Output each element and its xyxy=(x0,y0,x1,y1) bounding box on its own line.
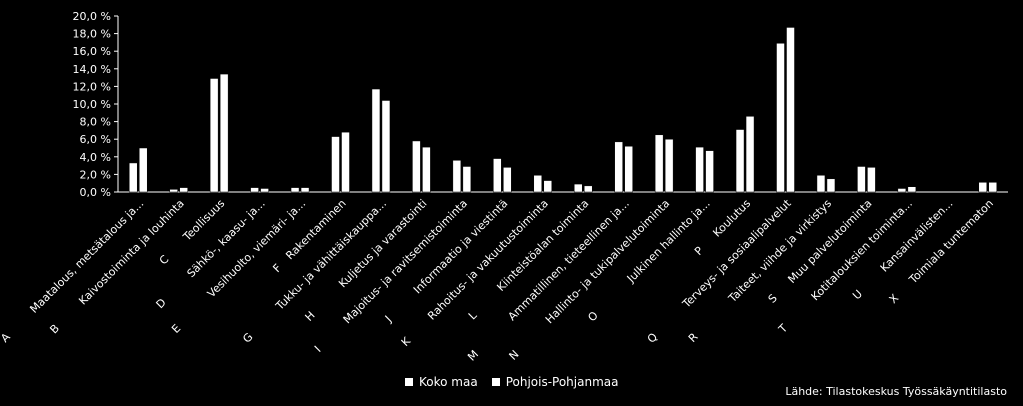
bar-p-koko-maa xyxy=(735,129,745,193)
bar-r-pohjois-pohjanmaa xyxy=(826,178,836,193)
bar-n-koko-maa xyxy=(654,134,664,193)
bar-k-pohjois-pohjanmaa xyxy=(543,180,553,193)
legend: Koko maa Pohjois-Pohjanmaa xyxy=(405,375,618,389)
bar-a-koko-maa xyxy=(128,162,138,193)
bar-q-pohjois-pohjanmaa xyxy=(786,27,795,193)
svg-text:I: I xyxy=(312,343,323,354)
bar-c-pohjois-pohjanmaa xyxy=(219,73,229,193)
bar-s-pohjois-pohjanmaa xyxy=(867,167,876,193)
y-tick-label: 0,0 % xyxy=(80,186,111,199)
svg-text:B: B xyxy=(47,322,62,337)
legend-label-pohjois-pohjanmaa: Pohjois-Pohjanmaa xyxy=(505,375,619,389)
bar-p-pohjois-pohjanmaa xyxy=(745,116,755,193)
bar-t-pohjois-pohjanmaa xyxy=(907,186,917,193)
bar-b-koko-maa xyxy=(169,189,178,193)
svg-text:X: X xyxy=(887,291,902,306)
bar-g-pohjois-pohjanmaa xyxy=(381,100,391,193)
svg-text:Julkinen hallinto ja...: Julkinen hallinto ja... xyxy=(624,197,713,286)
bar-o-pohjois-pohjanmaa xyxy=(705,150,714,193)
bar-i-koko-maa xyxy=(452,160,462,193)
svg-text:G: G xyxy=(240,330,255,345)
y-tick-label: 2,0 % xyxy=(80,168,111,181)
bar-t-koko-maa xyxy=(897,188,907,193)
y-tick-label: 16,0 % xyxy=(73,45,111,58)
svg-text:A: A xyxy=(0,330,13,345)
svg-text:Sähkö-, kaasu- ja...: Sähkö-, kaasu- ja... xyxy=(184,197,267,280)
bar-r-koko-maa xyxy=(816,175,826,193)
y-tick-label: 14,0 % xyxy=(73,63,111,76)
legend-swatch-pohjois-pohjanmaa xyxy=(491,378,500,386)
bar-a-pohjois-pohjanmaa xyxy=(138,147,148,193)
legend-label-koko-maa: Koko maa xyxy=(419,375,478,389)
source-note: Lähde: Tilastokeskus Työssäkäyntitilasto xyxy=(785,385,1007,398)
bar-l-koko-maa xyxy=(573,183,583,193)
bar-l-pohjois-pohjanmaa xyxy=(583,185,593,193)
bar-j-koko-maa xyxy=(493,158,502,193)
y-tick-label: 18,0 % xyxy=(73,28,111,41)
bar-x-pohjois-pohjanmaa xyxy=(988,182,998,193)
bar-x-koko-maa xyxy=(978,182,988,193)
bar-e-pohjois-pohjanmaa xyxy=(300,187,310,193)
svg-text:J: J xyxy=(382,313,394,325)
svg-text:N: N xyxy=(506,348,521,363)
y-tick-label: 8,0 % xyxy=(80,116,111,129)
bar-b-pohjois-pohjanmaa xyxy=(179,187,188,193)
bar-o-koko-maa xyxy=(695,146,704,193)
y-tick-label: 4,0 % xyxy=(80,151,111,164)
svg-text:U: U xyxy=(850,287,865,302)
bar-i-pohjois-pohjanmaa xyxy=(462,166,472,193)
svg-text:Kansainvälisten...: Kansainvälisten... xyxy=(878,197,956,275)
legend-item-koko-maa: Koko maa xyxy=(405,375,478,389)
bar-d-koko-maa xyxy=(250,187,259,193)
bar-f-koko-maa xyxy=(331,136,340,193)
svg-text:H: H xyxy=(303,309,318,324)
x-tick-label-g: Tukku- ja vähittäiskauppa...G xyxy=(240,197,389,346)
bar-f-pohjois-pohjanmaa xyxy=(341,131,350,193)
bar-d-pohjois-pohjanmaa xyxy=(260,188,269,193)
bar-c-koko-maa xyxy=(209,78,219,193)
bar-m-koko-maa xyxy=(614,141,623,193)
svg-text:T: T xyxy=(775,322,790,337)
svg-text:F: F xyxy=(270,261,284,275)
bar-h-pohjois-pohjanmaa xyxy=(422,146,431,193)
svg-text:S: S xyxy=(766,292,780,306)
y-tick-label: 6,0 % xyxy=(80,133,111,146)
svg-text:P: P xyxy=(692,244,706,258)
bar-m-pohjois-pohjanmaa xyxy=(624,145,633,193)
svg-text:K: K xyxy=(399,334,414,349)
bar-s-koko-maa xyxy=(857,166,866,193)
svg-text:O: O xyxy=(585,309,601,325)
bar-q-koko-maa xyxy=(776,43,785,193)
bar-n-pohjois-pohjanmaa xyxy=(664,138,674,193)
svg-text:Q: Q xyxy=(645,330,661,346)
bar-e-koko-maa xyxy=(290,187,300,193)
svg-text:R: R xyxy=(686,330,701,345)
x-tick-label-a: Maatalous, metsätalous ja...A xyxy=(0,197,146,345)
bar-h-koko-maa xyxy=(412,140,421,193)
svg-text:M: M xyxy=(465,348,481,364)
svg-text:D: D xyxy=(154,296,169,311)
svg-text:L: L xyxy=(466,308,480,322)
bar-j-pohjois-pohjanmaa xyxy=(503,167,512,193)
legend-item-pohjois-pohjanmaa: Pohjois-Pohjanmaa xyxy=(491,375,619,389)
bar-k-koko-maa xyxy=(533,175,543,193)
legend-swatch-koko-maa xyxy=(405,378,413,386)
y-tick-label: 12,0 % xyxy=(73,80,111,93)
y-tick-label: 10,0 % xyxy=(73,98,111,111)
svg-text:E: E xyxy=(169,322,183,336)
y-tick-label: 20,0 % xyxy=(73,10,111,23)
bar-g-koko-maa xyxy=(371,88,381,193)
svg-text:C: C xyxy=(157,253,172,268)
